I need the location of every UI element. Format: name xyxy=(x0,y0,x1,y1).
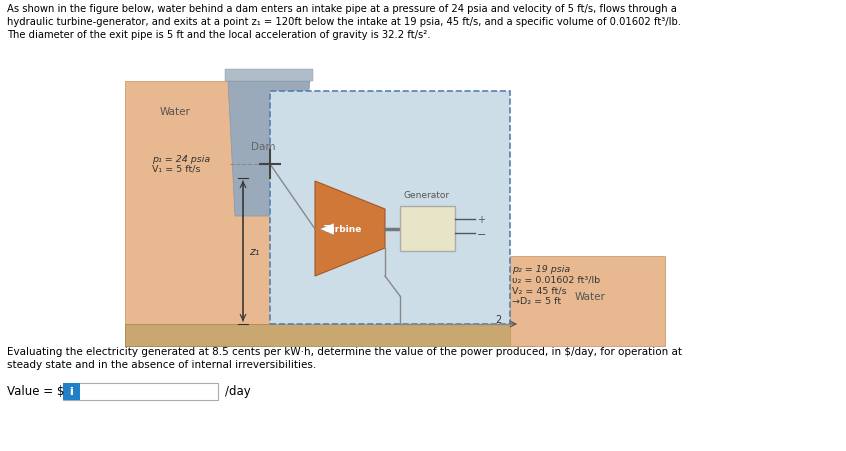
Text: Dam: Dam xyxy=(250,142,275,152)
Text: Generator: Generator xyxy=(404,191,450,199)
FancyBboxPatch shape xyxy=(400,207,455,252)
FancyBboxPatch shape xyxy=(63,383,80,400)
Text: Water: Water xyxy=(160,107,190,117)
FancyBboxPatch shape xyxy=(225,70,313,82)
Text: Water: Water xyxy=(574,291,606,301)
Text: −: − xyxy=(477,230,486,239)
Text: /day: /day xyxy=(225,385,250,398)
Text: →D₂ = 5 ft: →D₂ = 5 ft xyxy=(512,297,561,306)
Polygon shape xyxy=(510,257,665,346)
Polygon shape xyxy=(315,182,385,276)
Text: i: i xyxy=(69,387,74,396)
Text: Evaluating the electricity generated at 8.5 cents per kW·h, determine the value : Evaluating the electricity generated at … xyxy=(7,346,682,369)
Text: i: i xyxy=(69,387,74,396)
FancyBboxPatch shape xyxy=(125,324,535,346)
FancyBboxPatch shape xyxy=(270,92,510,324)
Text: +: + xyxy=(477,215,485,225)
Text: V₁ = 5 ft/s: V₁ = 5 ft/s xyxy=(152,164,201,173)
Polygon shape xyxy=(228,82,310,216)
Text: V₂ = 45 ft/s: V₂ = 45 ft/s xyxy=(512,286,567,295)
Polygon shape xyxy=(320,224,334,235)
Text: Turbine: Turbine xyxy=(324,225,362,234)
Text: υ₂ = 0.01602 ft³/lb: υ₂ = 0.01602 ft³/lb xyxy=(512,275,600,284)
Text: Value = $: Value = $ xyxy=(7,385,64,398)
Text: z₁: z₁ xyxy=(249,246,260,257)
Text: p₂ = 19 psia: p₂ = 19 psia xyxy=(512,264,570,273)
FancyBboxPatch shape xyxy=(63,383,218,400)
Polygon shape xyxy=(125,82,270,346)
Text: p₁ = 24 psia: p₁ = 24 psia xyxy=(152,154,211,163)
FancyBboxPatch shape xyxy=(63,383,80,400)
Text: As shown in the figure below, water behind a dam enters an intake pipe at a pres: As shown in the figure below, water behi… xyxy=(7,4,681,40)
Text: 2: 2 xyxy=(496,314,502,324)
